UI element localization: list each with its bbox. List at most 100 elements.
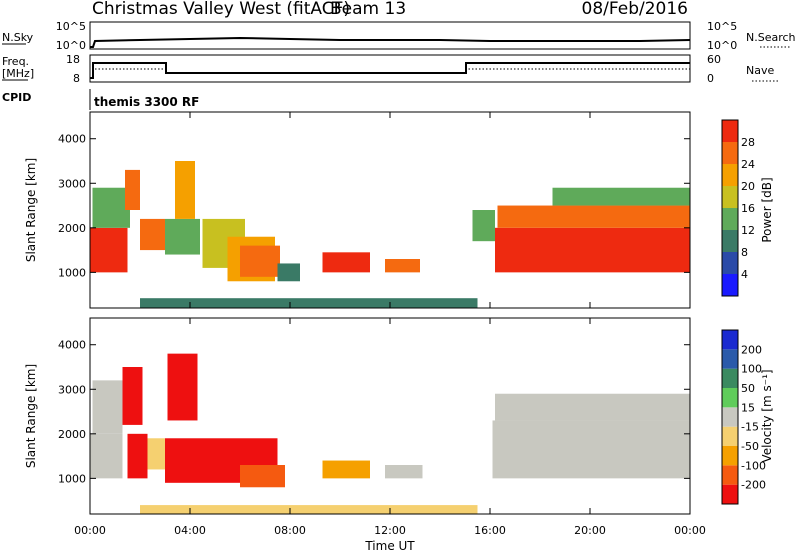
nave-tick-bottom: 0 [707, 72, 714, 85]
freq-line [90, 62, 690, 79]
velocity-colorbar-tick-3: 15 [741, 401, 755, 414]
velocity-colorbar-box-5 [722, 388, 738, 408]
velocity-cell-1 [92, 380, 123, 434]
station-title: Christmas Valley West (fitACF) [92, 0, 350, 19]
power-colorbar-tick-4: 20 [741, 180, 755, 193]
nsky-label: N.Sky [2, 31, 34, 44]
freq-label-line1: Freq. [2, 55, 29, 68]
velocity-colorbar-box-6 [722, 368, 738, 388]
power-cell-3 [140, 218, 165, 251]
velocity-cell-8 [322, 460, 370, 479]
power-colorbar-box-0 [722, 274, 738, 296]
power-colorbar-tick-6: 28 [741, 136, 755, 149]
power-cell-1 [92, 187, 130, 228]
power-cell-13 [495, 227, 690, 273]
power-colorbar-tick-3: 16 [741, 202, 755, 215]
power-cell-11 [385, 259, 420, 273]
power-y-tick-label-2: 3000 [58, 177, 86, 190]
cpid-label: CPID [2, 91, 31, 104]
velocity-colorbar-tick-6: -100 [741, 459, 766, 472]
velocity-cell-9 [385, 465, 423, 479]
noise-tick-bottom-right: 10^0 [707, 39, 737, 52]
velocity-colorbar-tick-1: 100 [741, 363, 762, 376]
power-y-tick-label-0: 1000 [58, 266, 86, 279]
beam-title: Beam 13 [330, 0, 406, 19]
noise-tick-top-left: 10^5 [56, 20, 86, 33]
nave-line [95, 68, 690, 74]
velocity-y-tick-label-3: 4000 [58, 339, 86, 352]
power-colorbar-label: Power [dB] [760, 177, 774, 242]
velocity-cell-5 [167, 353, 198, 421]
velocity-colorbar-tick-4: -15 [741, 421, 759, 434]
power-panel: 1000 2000 3000 4000 Slant Range [km] [24, 111, 691, 309]
power-colorbar-box-6 [722, 142, 738, 164]
velocity-y-tick-label-1: 2000 [58, 428, 86, 441]
power-cell-9 [277, 263, 300, 282]
velocity-colorbar-frame [721, 329, 739, 505]
velocity-colorbar-tick-5: -50 [741, 440, 759, 453]
power-colorbar-tick-1: 8 [741, 246, 748, 259]
velocity-cell-12 [140, 505, 478, 514]
velocity-colorbar-box-0 [722, 484, 738, 504]
x-tick-label-5: 20:00 [574, 524, 606, 537]
velocity-cell-10 [492, 420, 690, 479]
velocity-y-tick-label-2: 3000 [58, 383, 86, 396]
noise-strip: N.Sky 10^5 10^0 10^5 10^0 N.Search [2, 20, 796, 52]
velocity-cell-7 [240, 465, 285, 488]
power-y-ticks: 1000 2000 3000 4000 [58, 133, 690, 279]
velocity-cell-11 [495, 393, 690, 421]
nave-label: Nave [746, 64, 774, 77]
power-y-axis-label: Slant Range [km] [24, 158, 38, 262]
power-cell-8 [240, 245, 280, 277]
velocity-colorbar-box-1 [722, 465, 738, 485]
noise-tick-bottom-left: 10^0 [56, 39, 86, 52]
power-colorbar: 4 8 12 16 20 24 28 Power [dB] [721, 119, 774, 297]
freq-tick-top: 18 [66, 53, 80, 66]
velocity-cell-2 [122, 367, 143, 425]
velocity-colorbar-label: Velocity [m s⁻¹] [760, 369, 774, 462]
x-tick-label-0: 00:00 [74, 524, 106, 537]
power-cell-12 [472, 210, 495, 242]
velocity-colorbar: 200 100 50 15 -15 -50 -100 -200 Velocity [m s⁻¹… [721, 329, 774, 505]
power-colorbar-box-2 [722, 230, 738, 252]
power-cell-2 [125, 169, 140, 210]
x-tick-label-1: 04:00 [174, 524, 206, 537]
power-cell-5 [175, 161, 195, 219]
velocity-colorbar-boxes: 200 100 50 15 -15 -50 -100 -200 [721, 329, 766, 505]
power-colorbar-box-4 [722, 186, 738, 208]
velocity-y-ticks: 1000 2000 3000 4000 [58, 339, 690, 485]
freq-tick-bottom: 8 [73, 72, 80, 85]
power-colorbar-frame [721, 119, 739, 297]
power-colorbar-tick-0: 4 [741, 268, 748, 281]
velocity-colorbar-box-7 [722, 349, 738, 369]
velocity-colorbar-box-2 [722, 446, 738, 466]
nsearch-label: N.Search [746, 31, 796, 44]
velocity-colorbar-tick-0: 200 [741, 343, 762, 356]
power-colorbar-box-1 [722, 252, 738, 274]
velocity-colorbar-tick-2: 50 [741, 382, 755, 395]
power-cell-15 [552, 187, 690, 206]
x-tick-label-3: 12:00 [374, 524, 406, 537]
nsky-line [90, 36, 691, 48]
velocity-cell-4 [147, 438, 165, 470]
date-title: 08/Feb/2016 [582, 0, 688, 19]
power-colorbar-tick-5: 24 [741, 158, 755, 171]
power-cell-0 [90, 227, 128, 273]
velocity-colorbar-box-8 [722, 330, 738, 350]
velocity-x-ticks: 00:00 04:00 08:00 12:00 16:00 20:00 00:00 [74, 112, 706, 537]
power-cell-14 [497, 205, 690, 228]
velocity-cell-3 [127, 433, 148, 479]
power-cell-16 [140, 298, 478, 308]
power-y-tick-label-1: 2000 [58, 222, 86, 235]
power-colorbar-box-7 [722, 120, 738, 142]
power-colorbar-tick-2: 12 [741, 224, 755, 237]
velocity-y-tick-label-0: 1000 [58, 472, 86, 485]
noise-tick-top-right: 10^5 [707, 20, 737, 33]
power-y-tick-label-3: 4000 [58, 133, 86, 146]
velocity-y-axis-label: Slant Range [km] [24, 364, 38, 468]
cpid-strip: CPID themis 3300 RF [2, 89, 199, 110]
x-tick-label-2: 08:00 [274, 524, 306, 537]
nave-tick-top: 60 [707, 53, 721, 66]
freq-label-line2: [MHz] [2, 67, 34, 80]
